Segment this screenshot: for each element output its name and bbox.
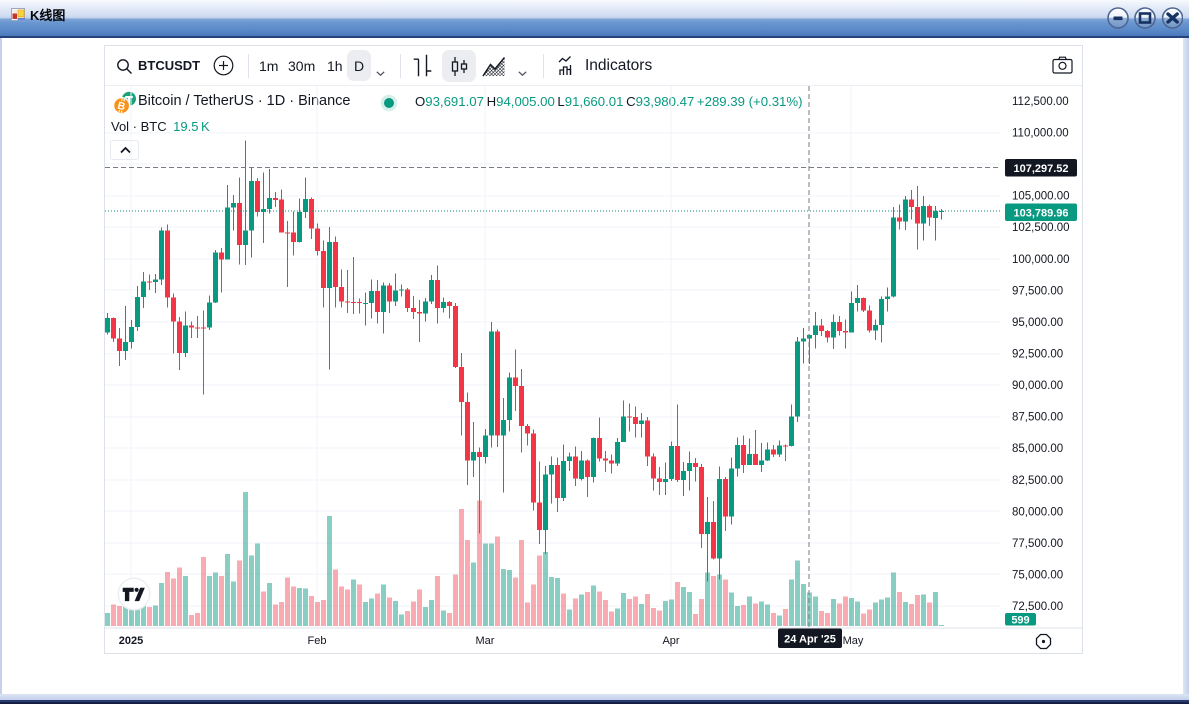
svg-text:105,000.00: 105,000.00 xyxy=(1012,191,1070,203)
svg-text:77,500.00: 77,500.00 xyxy=(1012,538,1063,550)
svg-text:87,500.00: 87,500.00 xyxy=(1012,412,1063,424)
svg-text:Feb: Feb xyxy=(308,635,327,647)
svg-text:80,000.00: 80,000.00 xyxy=(1012,506,1063,518)
svg-text:B: B xyxy=(116,100,126,113)
svg-text:72,500.00: 72,500.00 xyxy=(1012,601,1063,613)
svg-text:100,000.00: 100,000.00 xyxy=(1012,254,1070,266)
svg-text:85,000.00: 85,000.00 xyxy=(1012,443,1063,455)
svg-text:102,500.00: 102,500.00 xyxy=(1012,222,1070,234)
svg-text:95,000.00: 95,000.00 xyxy=(1012,317,1063,329)
svg-text:103,789.96: 103,789.96 xyxy=(1013,207,1068,219)
svg-text:75,000.00: 75,000.00 xyxy=(1012,569,1063,581)
svg-text:110,000.00: 110,000.00 xyxy=(1012,128,1069,140)
svg-text:2025: 2025 xyxy=(119,635,143,647)
svg-text:599: 599 xyxy=(1011,614,1029,626)
svg-text:97,500.00: 97,500.00 xyxy=(1012,285,1063,297)
svg-text:Apr: Apr xyxy=(662,635,679,647)
svg-text:Mar: Mar xyxy=(476,635,495,647)
svg-text:92,500.00: 92,500.00 xyxy=(1012,349,1063,361)
svg-text:82,500.00: 82,500.00 xyxy=(1012,475,1063,487)
svg-text:112,500.00: 112,500.00 xyxy=(1012,96,1069,108)
svg-text:24 Apr '25: 24 Apr '25 xyxy=(784,633,836,645)
svg-text:May: May xyxy=(843,635,864,647)
svg-text:90,000.00: 90,000.00 xyxy=(1012,380,1063,392)
svg-text:107,297.52: 107,297.52 xyxy=(1013,163,1068,175)
